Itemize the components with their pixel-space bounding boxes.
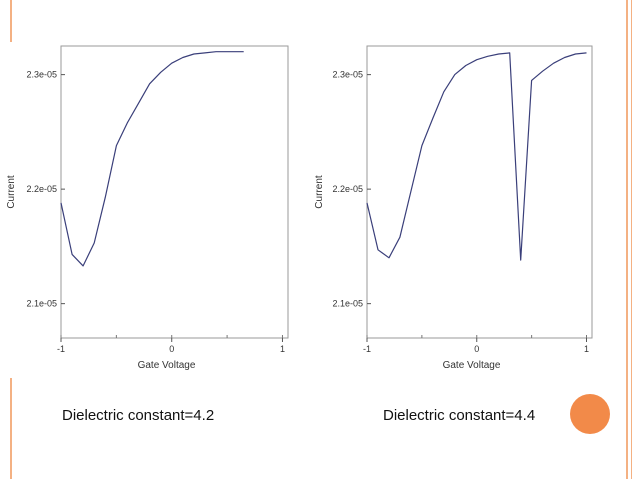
chart-left-y-tick-label: 2.3e-05 bbox=[26, 70, 57, 80]
chart-right-y-tick-label: 2.2e-05 bbox=[332, 184, 363, 194]
chart-left-series-line bbox=[60, 51, 244, 267]
caption-left: Dielectric constant=4.2 bbox=[62, 407, 215, 424]
chart-right: 2.1e-05 2.2e-05 2.3e-05 -1 0 1 Gate Voltage Cur… bbox=[314, 45, 593, 371]
chart-left-y-tick-label: 2.2e-05 bbox=[26, 184, 57, 194]
chart-left-x-tick-label: 0 bbox=[169, 344, 174, 354]
chart-right-x-axis-label: Gate Voltage bbox=[443, 360, 501, 371]
chart-right-y-tick-label: 2.3e-05 bbox=[332, 70, 363, 80]
chart-left-x-tick-label: 1 bbox=[280, 344, 285, 354]
chart-left-y-axis-label: Current bbox=[6, 175, 17, 209]
caption-right: Dielectric constant=4.4 bbox=[383, 407, 536, 424]
chart-right-series-line bbox=[366, 52, 587, 261]
chart-right-plot-frame bbox=[366, 45, 593, 339]
chart-left-x-axis-label: Gate Voltage bbox=[138, 360, 196, 371]
chart-right-y-axis-label: Current bbox=[314, 175, 325, 209]
orange-circle-icon bbox=[570, 394, 610, 434]
right-accent-line-outer bbox=[626, 0, 628, 479]
chart-right-x-tick-label: -1 bbox=[363, 344, 371, 354]
bottom-left-accent-line bbox=[10, 378, 12, 479]
chart-left-plot-frame bbox=[60, 45, 289, 339]
chart-left-x-tick-label: -1 bbox=[57, 344, 65, 354]
chart-right-y-tick-label: 2.1e-05 bbox=[332, 299, 363, 309]
chart-left: 2.1e-05 2.2e-05 2.3e-05 -1 0 1 Gate Voltage Cur… bbox=[6, 45, 289, 371]
chart-right-x-tick-label: 0 bbox=[474, 344, 479, 354]
right-accent-line-inner bbox=[631, 0, 632, 479]
chart-left-y-tick-label: 2.1e-05 bbox=[26, 299, 57, 309]
top-left-accent-line bbox=[10, 0, 12, 42]
chart-right-x-tick-label: 1 bbox=[584, 344, 589, 354]
